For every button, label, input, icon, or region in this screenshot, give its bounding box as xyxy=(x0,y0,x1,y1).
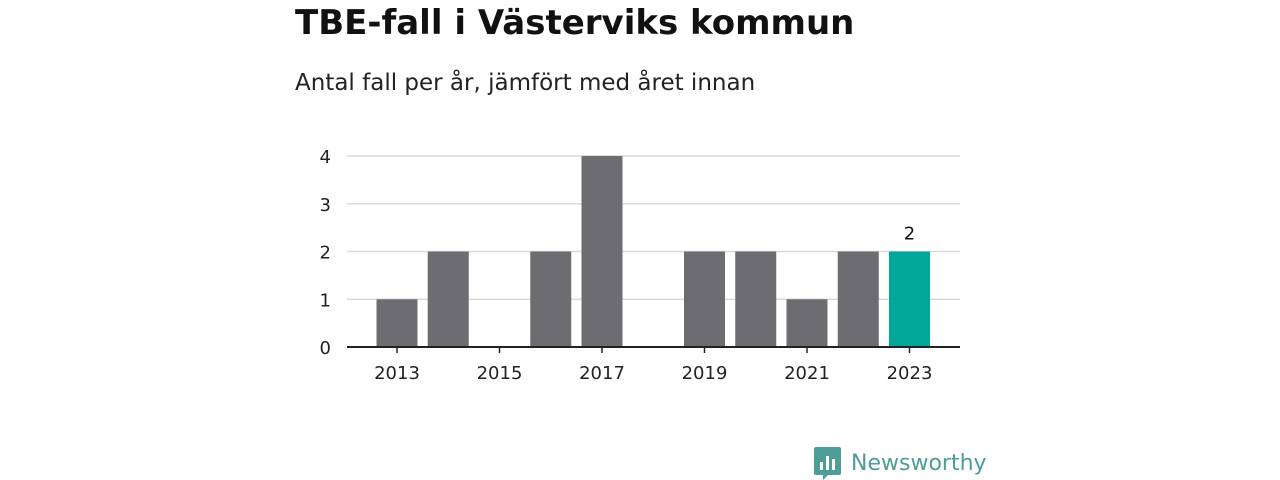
bar xyxy=(376,299,418,347)
bar xyxy=(427,251,469,347)
x-tick-label: 2015 xyxy=(477,363,523,384)
bar xyxy=(735,251,777,347)
bar xyxy=(581,156,623,347)
x-tick-label: 2023 xyxy=(887,363,933,384)
brand-logo[interactable]: Newsworthy xyxy=(814,446,987,480)
labels: 0 1 2 3 4 2 2013 2015 2017 2019 2021 2023 xyxy=(320,147,933,384)
y-tick-label: 0 xyxy=(320,338,331,359)
bar xyxy=(530,251,572,347)
y-tick-label: 1 xyxy=(320,290,331,311)
brand-name: Newsworthy xyxy=(851,450,987,476)
chart-subtitle: Antal fall per år, jämfört med året inna… xyxy=(295,70,756,96)
data-label: 2 xyxy=(904,224,915,245)
chart-title: TBE-fall i Västerviks kommun xyxy=(295,3,855,43)
bar xyxy=(684,251,725,347)
bar xyxy=(786,299,828,347)
x-tick-label: 2019 xyxy=(682,363,728,384)
axes xyxy=(347,346,960,353)
bar xyxy=(837,251,879,347)
y-tick-label: 2 xyxy=(320,243,331,264)
x-tick-label: 2017 xyxy=(579,363,625,384)
y-tick-label: 3 xyxy=(320,195,331,216)
bar-highlight xyxy=(889,251,930,347)
bar-chart-speech-icon xyxy=(814,446,841,480)
x-tick-label: 2021 xyxy=(784,363,830,384)
x-tick-label: 2013 xyxy=(374,363,420,384)
bars xyxy=(376,156,930,347)
y-tick-label: 4 xyxy=(320,147,331,168)
